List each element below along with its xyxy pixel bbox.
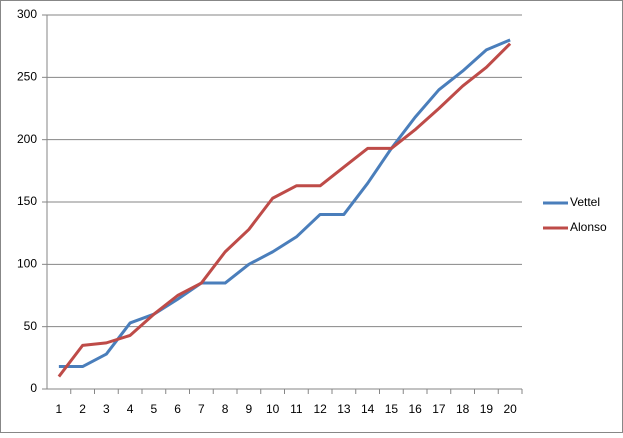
x-tick-label: 14 (361, 402, 375, 416)
x-tick-label: 16 (408, 402, 422, 416)
y-tick-label: 200 (17, 132, 37, 146)
y-tick-label: 300 (17, 7, 37, 21)
y-tick-label: 50 (24, 319, 38, 333)
x-tick-label: 8 (222, 402, 229, 416)
series-line (57, 42, 512, 378)
y-tick-label: 0 (30, 381, 37, 395)
x-tick-label: 13 (337, 402, 351, 416)
y-tick-label: 100 (17, 257, 37, 271)
x-tick-label: 17 (432, 402, 446, 416)
x-tick-label: 3 (103, 402, 110, 416)
y-tick-label: 150 (17, 194, 37, 208)
x-tick-label: 2 (79, 402, 86, 416)
x-tick-label: 12 (313, 402, 327, 416)
series-line (58, 38, 511, 369)
x-tick-label: 7 (198, 402, 205, 416)
x-tick-label: 9 (246, 402, 253, 416)
x-tick-label: 11 (290, 402, 303, 416)
x-tick-label: 6 (174, 402, 181, 416)
x-tick-label: 4 (127, 402, 134, 416)
legend-label: Alonso (570, 220, 607, 234)
x-tick-label: 15 (385, 402, 399, 416)
x-tick-label: 5 (151, 402, 158, 416)
x-tick-label: 19 (480, 402, 494, 416)
y-tick-label: 250 (17, 70, 37, 84)
x-tick-label: 18 (456, 402, 470, 416)
x-tick-label: 1 (56, 402, 63, 416)
x-tick-label: 10 (266, 402, 280, 416)
legend-label: Vettel (570, 195, 600, 209)
x-tick-label: 20 (503, 402, 517, 416)
